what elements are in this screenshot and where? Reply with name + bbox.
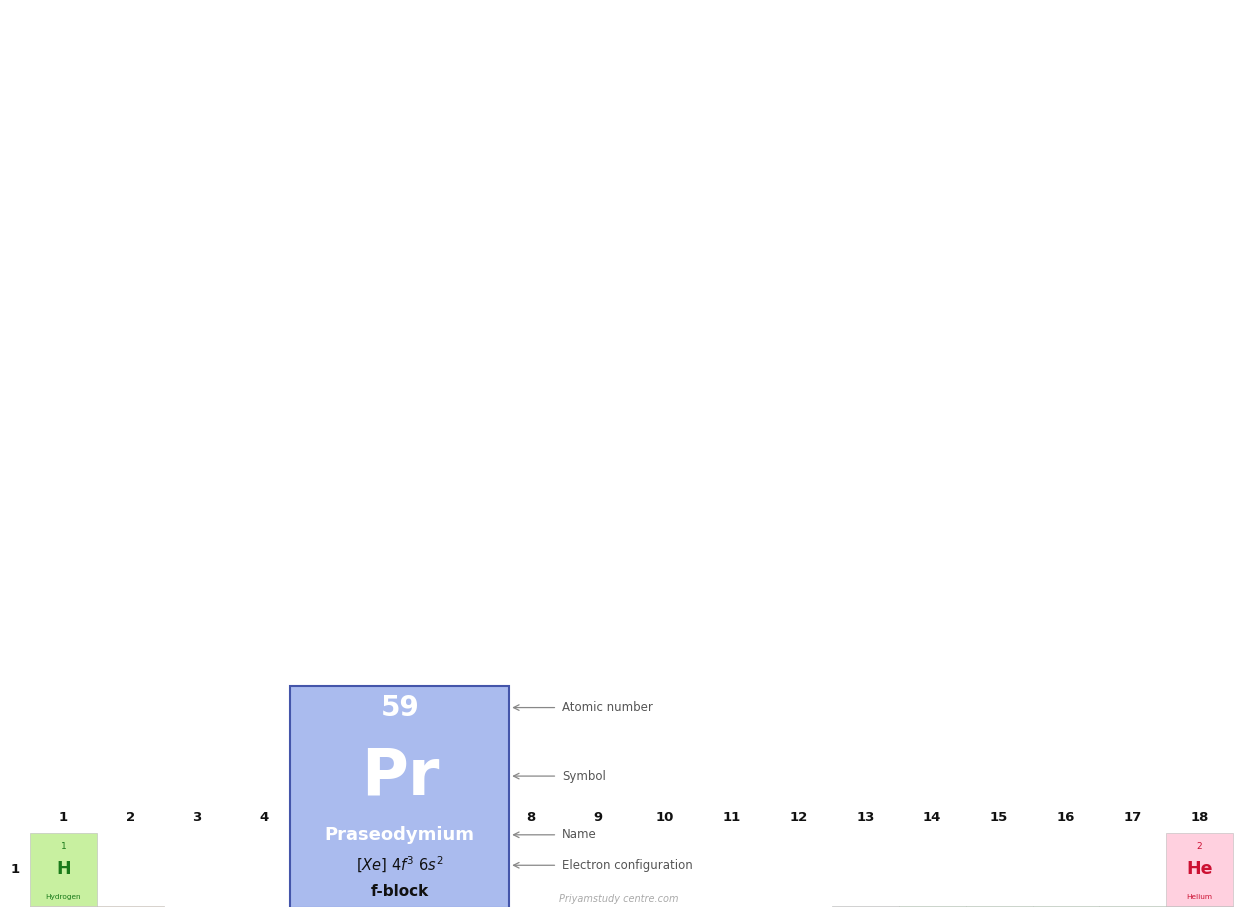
Bar [1099,905,1166,907]
Bar [30,833,97,905]
Bar [1166,905,1233,907]
Text: 16: 16 [1057,811,1075,824]
Text: Priyamstudy centre.com: Priyamstudy centre.com [560,894,678,904]
Text: Symbol: Symbol [562,769,607,783]
Text: Praseodymium: Praseodymium [324,825,475,844]
Text: Name: Name [562,828,597,842]
Text: 3: 3 [192,811,202,824]
Text: Hydrogen: Hydrogen [46,893,82,900]
Text: 2: 2 [126,811,135,824]
Text: Electron configuration: Electron configuration [562,859,693,872]
Text: 1: 1 [11,863,20,876]
Text: 18: 18 [1191,811,1208,824]
Text: 7: 7 [459,811,469,824]
Text: f-block: f-block [370,883,428,899]
Bar [1166,833,1233,905]
Text: 12: 12 [790,811,807,824]
Bar [832,905,899,907]
Text: 59: 59 [380,694,420,722]
Text: Atomic number: Atomic number [562,701,654,714]
Text: 11: 11 [723,811,740,824]
Bar [30,905,97,907]
Text: 5: 5 [326,811,335,824]
Text: 14: 14 [924,811,941,824]
Text: Pr: Pr [360,745,439,807]
Text: 1: 1 [59,811,68,824]
Bar [899,905,966,907]
Text: 2: 2 [1197,842,1202,851]
Text: 8: 8 [526,811,536,824]
Text: Helium: Helium [1186,893,1213,900]
Text: 13: 13 [857,811,874,824]
Text: He: He [1186,860,1213,878]
Text: 1: 1 [61,842,67,851]
Text: 17: 17 [1124,811,1141,824]
FancyBboxPatch shape [291,686,509,907]
Bar [1032,905,1099,907]
Text: H: H [56,860,71,878]
Text: 9: 9 [593,811,603,824]
Text: 15: 15 [990,811,1008,824]
Text: 6: 6 [392,811,402,824]
Text: 10: 10 [656,811,675,824]
Bar [966,905,1032,907]
Bar [97,905,163,907]
Text: 4: 4 [259,811,269,824]
Text: $[Xe]\ 4f^3\ 6s^2$: $[Xe]\ 4f^3\ 6s^2$ [357,855,443,875]
